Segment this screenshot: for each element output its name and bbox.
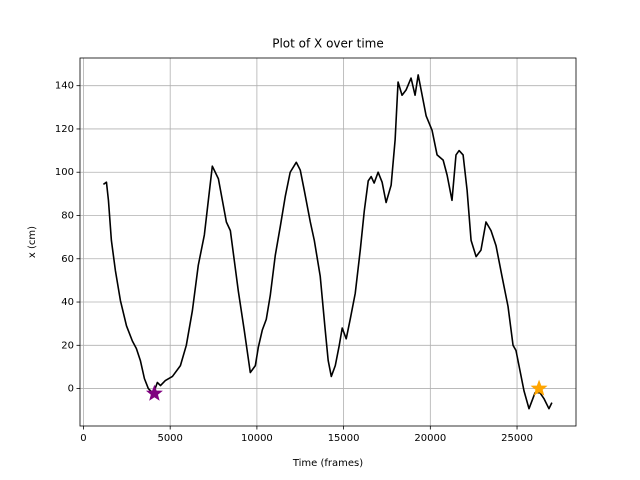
x-tick-label: 15000	[328, 433, 360, 444]
x-tick-label: 10000	[241, 433, 273, 444]
y-tick-label: 140	[55, 81, 74, 92]
x-axis-label: Time (frames)	[292, 458, 363, 469]
y-tick-label: 20	[61, 340, 74, 351]
plot-frame	[79, 57, 577, 427]
y-tick-label: 80	[61, 210, 74, 221]
y-tick-label: 100	[55, 167, 74, 178]
chart-title: Plot of X over time	[272, 37, 384, 51]
x-tick-label: 25000	[501, 433, 533, 444]
y-tick-label: 40	[61, 297, 74, 308]
y-tick-label: 0	[68, 384, 74, 395]
x-tick-label: 0	[80, 433, 86, 444]
star-marker	[530, 379, 548, 396]
y-tick-label: 120	[55, 124, 74, 135]
x-tick-label: 20000	[414, 433, 446, 444]
y-axis-label: x (cm)	[27, 226, 38, 258]
data-line	[102, 74, 553, 410]
x-tick-label: 5000	[157, 433, 182, 444]
y-tick-label: 60	[61, 254, 74, 265]
star-marker	[145, 384, 163, 401]
